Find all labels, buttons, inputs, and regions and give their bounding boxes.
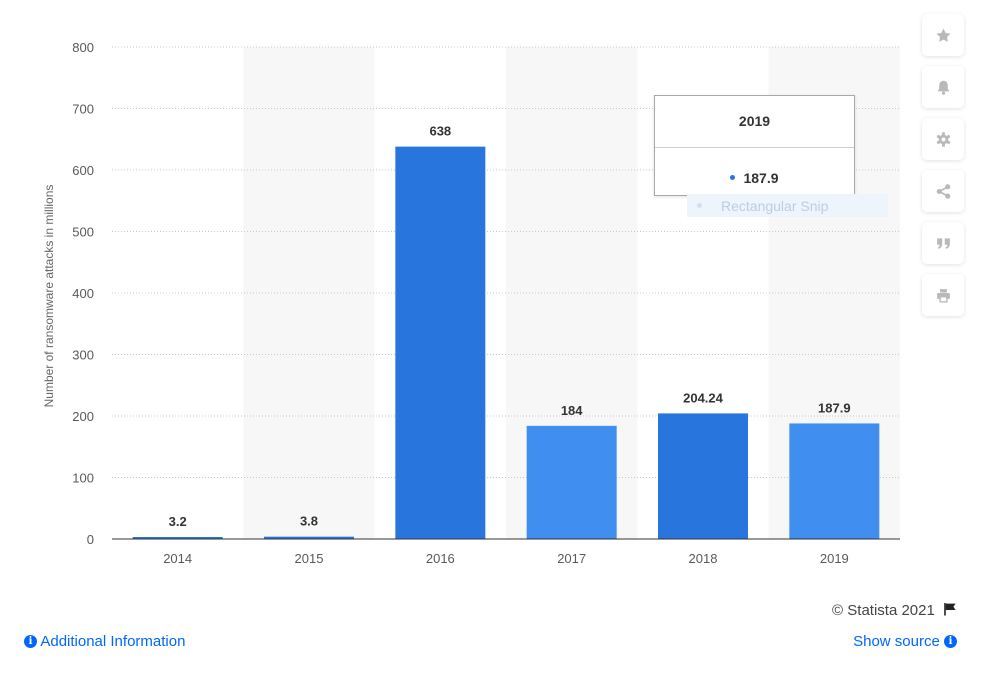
show-source-link[interactable]: Show source i <box>853 633 957 650</box>
tooltip: 2019 187.9 <box>654 95 855 196</box>
x-tick-labels: 2014 2015 2016 2017 2018 2019 <box>163 551 849 566</box>
info-icon: i <box>24 634 37 648</box>
quote-icon <box>936 237 950 249</box>
bar-2017[interactable] <box>526 425 617 539</box>
y-tick-label: 500 <box>72 225 94 240</box>
x-tick-label: 2016 <box>426 551 455 566</box>
settings-button[interactable] <box>922 118 964 160</box>
additional-information-link[interactable]: i Additional Information <box>24 633 185 650</box>
star-icon <box>936 28 950 42</box>
bar-2016[interactable] <box>395 146 486 539</box>
x-tick-label: 2018 <box>689 551 718 566</box>
tooltip-value: 187.9 <box>743 170 779 186</box>
share-button[interactable] <box>922 170 964 212</box>
y-tick-labels: 0 100 200 300 400 500 600 700 800 <box>72 40 94 547</box>
data-label: 187.9 <box>818 400 851 415</box>
flag-icon[interactable] <box>943 602 957 616</box>
tooltip-title: 2019 <box>655 96 854 148</box>
bar-2019[interactable] <box>789 423 880 539</box>
data-label: 638 <box>429 124 451 139</box>
y-axis-title: Number of ransomware attacks in millions <box>42 185 56 408</box>
snip-label: Rectangular Snip <box>721 198 829 214</box>
category-band <box>243 47 375 539</box>
copyright-text: © Statista 2021 <box>832 602 935 619</box>
gridlines <box>112 46 900 478</box>
info-icon: i <box>944 634 957 648</box>
cite-button[interactable] <box>922 222 964 264</box>
x-tick-label: 2014 <box>163 551 192 566</box>
y-tick-label: 200 <box>72 409 94 424</box>
x-tick-label: 2015 <box>295 551 324 566</box>
data-label: 204.24 <box>683 390 724 405</box>
x-tick-label: 2017 <box>557 551 586 566</box>
data-label: 184 <box>561 403 583 418</box>
print-icon <box>936 288 950 303</box>
gear-icon <box>936 131 950 147</box>
bar-2015[interactable] <box>264 536 354 539</box>
share-icon <box>936 183 950 199</box>
y-tick-label: 800 <box>72 40 94 55</box>
bars <box>132 146 880 539</box>
print-button[interactable] <box>922 274 964 316</box>
show-source-label: Show source <box>853 633 940 650</box>
copyright-line: © Statista 2021 <box>832 602 957 619</box>
data-labels: 3.2 3.8 638 184 204.24 187.9 <box>169 124 851 529</box>
tooltip-value-row: 187.9 <box>655 148 854 196</box>
bar-2018[interactable] <box>658 413 748 539</box>
y-tick-label: 100 <box>72 471 94 486</box>
data-label: 3.8 <box>300 514 318 529</box>
rectangular-snip-overlay: Rectangular Snip <box>687 194 888 217</box>
y-tick-label: 400 <box>72 286 94 301</box>
data-label: 3.2 <box>169 514 187 529</box>
bar-2014[interactable] <box>132 537 223 539</box>
additional-information-label: Additional Information <box>40 633 186 650</box>
favorite-button[interactable] <box>922 14 964 56</box>
x-tick-label: 2019 <box>820 551 849 566</box>
notification-button[interactable] <box>922 66 964 108</box>
y-tick-label: 300 <box>72 348 94 363</box>
snip-dot-icon <box>697 203 702 208</box>
bell-icon <box>937 80 949 95</box>
y-tick-label: 700 <box>72 102 94 117</box>
y-tick-label: 600 <box>72 163 94 178</box>
y-tick-label: 0 <box>87 532 94 547</box>
series-dot-icon <box>730 174 736 180</box>
